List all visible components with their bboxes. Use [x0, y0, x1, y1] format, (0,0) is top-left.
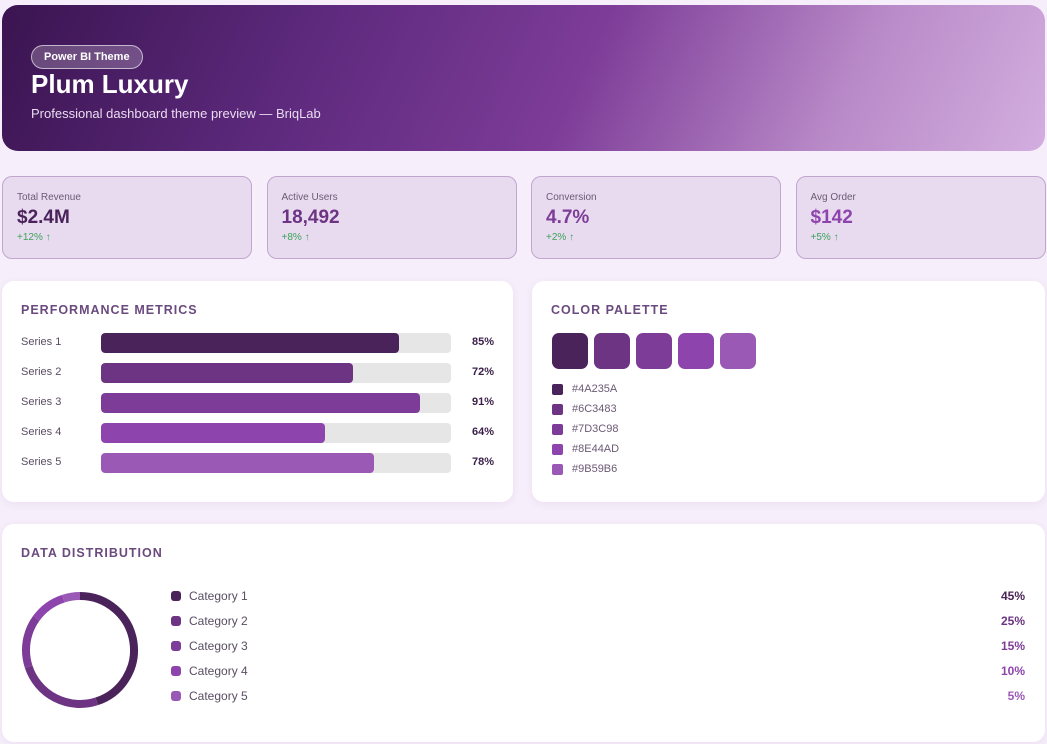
donut-segment: [33, 594, 65, 621]
legend-label: Category 5: [189, 689, 248, 703]
color-hex: #8E44AD: [572, 443, 620, 455]
palette-panel: COLOR PALETTE #4A235A #6C3483 #7D3C98 #8E44…: [532, 281, 1045, 502]
legend-label: Category 1: [189, 589, 248, 603]
series-label: Series 5: [21, 456, 62, 468]
page-subtitle: Professional dashboard theme preview — B…: [31, 106, 321, 121]
panel-title: PERFORMANCE METRICS: [21, 303, 198, 317]
color-dot: [552, 464, 563, 475]
legend-dot: [171, 691, 181, 701]
donut-segment: [79, 592, 138, 706]
bar: [101, 363, 353, 383]
legend-label: Category 4: [189, 664, 248, 678]
donut-segment: [22, 615, 40, 668]
color-hex: #9B59B6: [572, 463, 618, 475]
donut-segment: [24, 665, 98, 708]
bar: [101, 423, 325, 443]
color-swatch: [678, 333, 714, 369]
value-label: 15%: [1000, 639, 1025, 653]
bar: [101, 333, 399, 353]
color-swatch: [552, 333, 588, 369]
donut-segment: [62, 592, 81, 603]
kpi-value: $2.4M: [17, 207, 70, 228]
kpi-value: 18,492: [281, 207, 340, 228]
bar: [101, 393, 420, 413]
kpi-card: Active Users 18,492 +8% ↑: [266, 176, 517, 259]
value-label: 25%: [1000, 614, 1025, 628]
bar-track: [101, 363, 451, 383]
bar-track: [101, 333, 451, 353]
theme-badge: Power BI Theme: [31, 45, 143, 69]
page-title: Plum Luxury: [31, 69, 189, 99]
performance-panel: PERFORMANCE METRICS Series 1 85% Series 2 7…: [2, 281, 513, 502]
donut-chart: [22, 592, 138, 708]
distribution-panel: DATA DISTRIBUTION Category 1 45% Category …: [2, 524, 1045, 742]
series-label: Series 2: [21, 366, 62, 378]
header-banner: Power BI Theme Plum Luxury Professional …: [2, 5, 1045, 151]
legend-dot: [171, 641, 181, 651]
legend-label: Category 3: [189, 639, 248, 653]
value-label: 78%: [471, 456, 494, 468]
value-label: 10%: [1000, 664, 1025, 678]
panel-title: COLOR PALETTE: [551, 303, 669, 317]
kpi-label: Avg Order: [810, 192, 856, 203]
color-hex: #6C3483: [572, 403, 617, 415]
value-label: 45%: [1000, 589, 1025, 603]
color-hex: #7D3C98: [572, 423, 619, 435]
kpi-value: 4.7%: [546, 207, 590, 228]
legend-dot: [171, 591, 181, 601]
value-label: 91%: [471, 396, 494, 408]
color-swatch: [636, 333, 672, 369]
legend-dot: [171, 616, 181, 626]
value-label: 85%: [471, 336, 494, 348]
bar-track: [101, 393, 451, 413]
bar: [101, 453, 374, 473]
panel-title: DATA DISTRIBUTION: [21, 546, 163, 560]
bar-track: [101, 423, 451, 443]
kpi-label: Active Users: [281, 192, 338, 203]
color-dot: [552, 424, 563, 435]
value-label: 72%: [471, 366, 494, 378]
color-dot: [552, 404, 563, 415]
kpi-change: +12% ↑: [17, 232, 51, 243]
color-swatch: [594, 333, 630, 369]
legend-dot: [171, 666, 181, 676]
kpi-label: Total Revenue: [17, 192, 81, 203]
kpi-card: Avg Order $142 +5% ↑: [795, 176, 1046, 259]
kpi-change: +2% ↑: [546, 232, 575, 243]
kpi-value: $142: [810, 207, 853, 228]
value-label: 64%: [471, 426, 494, 438]
color-dot: [552, 444, 563, 455]
kpi-card: Total Revenue $2.4M +12% ↑: [2, 176, 252, 259]
kpi-change: +8% ↑: [281, 232, 310, 243]
series-label: Series 3: [21, 396, 62, 408]
kpi-label: Conversion: [546, 192, 597, 203]
color-hex: #4A235A: [572, 383, 618, 395]
legend-label: Category 2: [189, 614, 248, 628]
bar-track: [101, 453, 451, 473]
color-dot: [552, 384, 563, 395]
series-label: Series 1: [21, 336, 62, 348]
kpi-change: +5% ↑: [810, 232, 839, 243]
value-label: 5%: [1007, 689, 1025, 703]
kpi-card: Conversion 4.7% +2% ↑: [531, 176, 781, 259]
series-label: Series 4: [21, 426, 62, 438]
color-swatch: [720, 333, 756, 369]
